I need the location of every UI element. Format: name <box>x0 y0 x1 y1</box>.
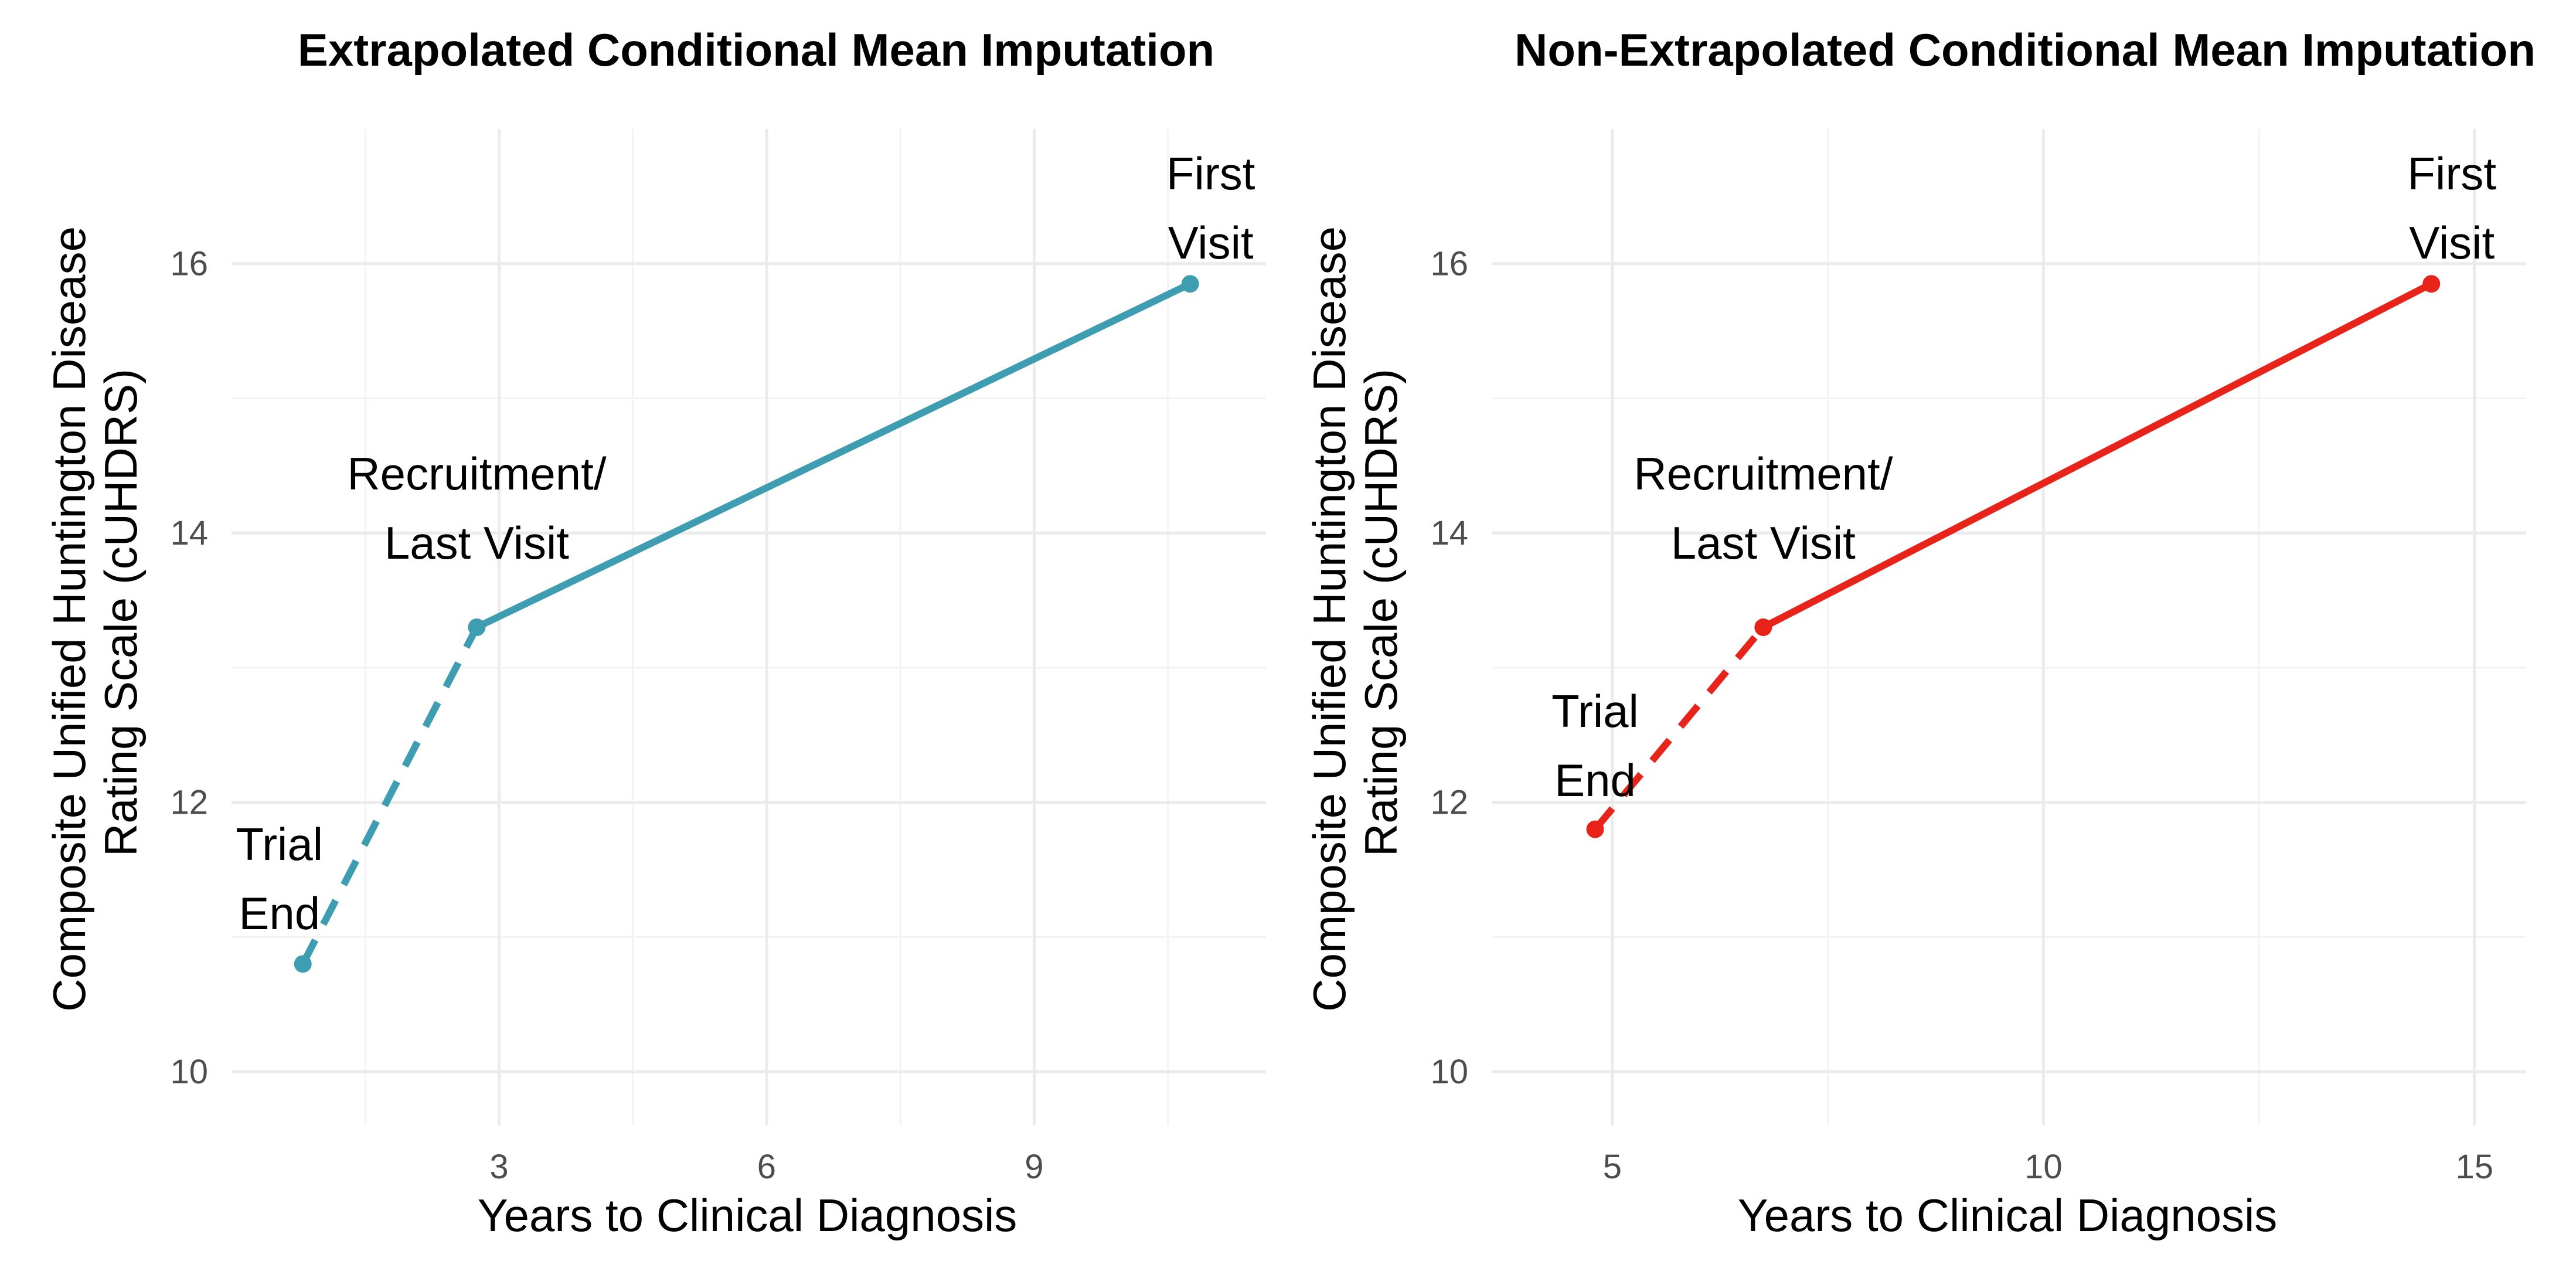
left-point-annotation-2-line-1: First <box>1166 148 1255 199</box>
right-points <box>1586 275 2441 838</box>
left-x-tick-label: 3 <box>489 1148 508 1186</box>
left-data-point-0 <box>294 955 312 973</box>
left-segment-solid-1 <box>475 280 1192 631</box>
right-grid <box>1492 129 2526 1126</box>
right-data-point-2 <box>2422 275 2441 293</box>
right-data-point-1 <box>1754 618 1772 636</box>
right-point-annotation-0-line-1: Trial <box>1551 685 1639 737</box>
left-y-tick-label: 10 <box>170 1053 208 1091</box>
right-x-axis-label: Years to Clinical Diagnosis <box>1738 1189 2278 1241</box>
right-x-tick-label: 10 <box>2024 1148 2063 1186</box>
right-y-axis-label-line-2: Rating Scale (cUHDRS) <box>1355 369 1407 856</box>
left-y-axis-label-line-1: Composite Unified Huntington Disease <box>43 226 95 1012</box>
left-chart-panel: Trial End Recruitment/Last Visit First Visit… <box>43 24 1266 1241</box>
left-segment-dashed-0 <box>300 625 480 966</box>
right-y-axis-label: Composite Unified Huntington Disease Rat… <box>1304 213 1407 1011</box>
right-point-annotation-2-line-2: Visit <box>2409 217 2495 268</box>
right-chart-title: Non-Extrapolated Conditional Mean Imputa… <box>1515 24 2536 76</box>
left-chart-title: Extrapolated Conditional Mean Imputation <box>298 24 1214 76</box>
left-grid <box>232 129 1266 1126</box>
right-y-tick-label: 16 <box>1430 245 1468 283</box>
right-y-tick-label: 12 <box>1430 784 1468 822</box>
right-x-tick-label: 5 <box>1603 1148 1622 1186</box>
left-data-point-2 <box>1181 275 1199 293</box>
left-point-annotation-1-line-1: Recruitment/ <box>347 448 606 499</box>
left-point-annotation-1-line-2: Last Visit <box>384 517 569 569</box>
right-y-axis-label-line-1: Composite Unified Huntington Disease <box>1304 226 1355 1012</box>
left-series <box>300 280 1192 966</box>
right-series <box>1592 280 2433 832</box>
left-y-tick-label: 12 <box>170 784 208 822</box>
right-y-tick-label: 14 <box>1430 514 1468 552</box>
left-point-annotation-2-line-2: Visit <box>1168 217 1254 268</box>
left-x-tick-label: 9 <box>1025 1148 1043 1186</box>
right-point-annotation-1-line-1: Recruitment/ <box>1634 448 1893 499</box>
left-point-annotation-0-line-1: Trial <box>236 818 323 870</box>
right-point-annotation-1-line-2: Last Visit <box>1671 517 1856 569</box>
right-point-annotation-2-line-1: First <box>2407 148 2496 199</box>
left-x-tick-label: 6 <box>757 1148 776 1186</box>
left-y-tick-label: 16 <box>170 245 208 283</box>
right-segment-solid-1 <box>1761 280 2433 631</box>
right-y-tick-label: 10 <box>1430 1053 1468 1091</box>
left-data-point-1 <box>468 618 486 636</box>
right-chart-panel: Trial End Recruitment/Last Visit First Visit… <box>1304 24 2536 1241</box>
right-point-annotation-0-line-2: End <box>1554 754 1636 806</box>
right-tick-labels: 5 10 15 10 12 14 16 <box>1430 245 2493 1186</box>
left-x-axis-label: Years to Clinical Diagnosis <box>478 1189 1018 1241</box>
left-y-axis-label-line-2: Rating Scale (cUHDRS) <box>95 369 147 856</box>
right-annotations: Trial End Recruitment/Last Visit First Visit <box>1551 148 2496 806</box>
right-x-tick-label: 15 <box>2455 1148 2493 1186</box>
left-tick-labels: 3 6 9 10 12 14 16 <box>170 245 1043 1186</box>
left-y-axis-label: Composite Unified Huntington Disease Rat… <box>43 213 147 1011</box>
left-point-annotation-0-line-2: End <box>239 888 320 939</box>
left-annotations: Trial End Recruitment/Last Visit First Visit <box>236 148 1255 939</box>
right-data-point-0 <box>1586 820 1604 838</box>
left-y-tick-label: 14 <box>170 514 208 552</box>
left-points <box>294 275 1199 973</box>
